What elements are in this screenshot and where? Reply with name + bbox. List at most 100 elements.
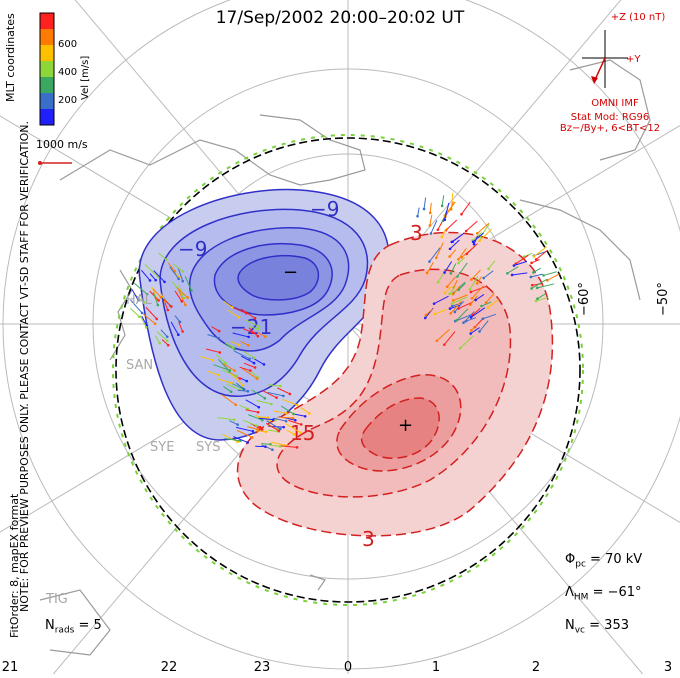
velocity-vector-origin <box>282 395 285 398</box>
velocity-vector-origin <box>456 275 459 278</box>
velocity-vector-origin <box>218 330 221 333</box>
imf-clock-dial <box>582 30 628 88</box>
velocity-vector-origin <box>296 446 299 449</box>
mlt-label-2: 2 <box>532 660 540 675</box>
velocity-vector-origin <box>243 388 246 391</box>
velocity-vector-origin <box>253 362 256 365</box>
velocity-vector-origin <box>258 325 261 328</box>
velocity-vector-origin <box>443 271 446 274</box>
velocity-vector-origin <box>532 271 535 274</box>
velocity-vector <box>547 274 559 280</box>
mlt-label-21: 21 <box>2 660 19 675</box>
velocity-vector-origin <box>459 347 462 350</box>
velocity-vector-origin <box>263 363 266 366</box>
velocity-vector-origin <box>271 448 274 451</box>
velocity-vector-origin <box>460 213 463 216</box>
velocity-vector <box>446 220 457 230</box>
velocity-vector-origin <box>264 335 267 338</box>
velocity-vector <box>430 215 432 226</box>
velocity-vector-origin <box>282 426 285 429</box>
velocity-vector-origin <box>449 312 452 315</box>
velocity-vector-origin <box>165 258 168 261</box>
velocity-vector-origin <box>253 357 256 360</box>
velocity-vector-origin <box>450 272 453 275</box>
velocity-vector-origin <box>437 228 440 231</box>
velocity-vector-origin <box>470 316 473 319</box>
imf-model: Stat Mod: RG96 <box>545 112 675 123</box>
velocity-vector <box>477 223 489 233</box>
velocity-vector-origin <box>430 232 433 235</box>
mlt-label-0: 0 <box>344 660 352 675</box>
velocity-vector-origin <box>535 300 538 303</box>
velocity-vector-origin <box>472 240 475 243</box>
velocity-vector-origin <box>485 301 488 304</box>
velocity-vector-origin <box>257 411 260 414</box>
velocity-vector-origin <box>466 253 469 256</box>
velocity-vector-origin <box>155 318 158 321</box>
velocity-vector-origin <box>450 241 453 244</box>
velocity-vector-origin <box>228 370 231 373</box>
velocity-vector-origin <box>465 230 468 233</box>
imf-condition: Bz−/By+, 6<BT<12 <box>545 123 675 134</box>
stat-phi-pc: Φpc = 70 kV <box>565 552 642 570</box>
velocity-vector-origin <box>296 404 299 407</box>
velocity-vector-origin <box>530 276 533 279</box>
velocity-vector-origin <box>251 436 254 439</box>
velocity-vector-origin <box>181 330 184 333</box>
velocity-vector-origin <box>533 255 536 258</box>
velocity-vector-origin <box>233 418 236 421</box>
velocity-vector-origin <box>426 272 429 275</box>
velocity-vector-origin <box>279 385 282 388</box>
velocity-vector-origin <box>423 208 426 211</box>
contour-label-neg-outer: −9 <box>310 197 339 221</box>
velocity-vector-origin <box>181 280 184 283</box>
velocity-vector <box>462 202 471 214</box>
velocity-vector-origin <box>471 297 474 300</box>
velocity-vector-origin <box>247 336 250 339</box>
velocity-vector-origin <box>448 293 451 296</box>
imf-source: OMNI IMF <box>560 98 670 109</box>
velocity-vector-origin <box>289 393 292 396</box>
velocity-vector-origin <box>535 258 538 261</box>
velocity-vector-origin <box>506 272 509 275</box>
velocity-vector-origin <box>429 224 432 227</box>
velocity-vector-origin <box>166 335 169 338</box>
velocity-vector-origin <box>435 256 438 259</box>
velocity-vector-origin <box>157 299 160 302</box>
velocity-vector-origin <box>242 384 245 387</box>
velocity-vector-origin <box>167 309 170 312</box>
velocity-vector-origin <box>452 299 455 302</box>
velocity-vector-origin <box>428 260 431 263</box>
velocity-vector-origin <box>476 282 479 285</box>
velocity-vector-origin <box>292 417 295 420</box>
velocity-vector-origin <box>238 344 241 347</box>
velocity-vector-origin <box>145 326 148 329</box>
velocity-vector-origin <box>261 428 264 431</box>
velocity-vector-origin <box>264 445 267 448</box>
colorbar: 600 400 200 <box>40 13 77 125</box>
velocity-vector-origin <box>239 377 242 380</box>
velocity-vector-origin <box>217 374 220 377</box>
velocity-vector-origin <box>256 377 259 380</box>
velocity-vector <box>130 308 139 316</box>
velocity-vector-origin <box>429 212 432 215</box>
velocity-vector-origin <box>190 289 193 292</box>
velocity-vector-origin <box>294 419 297 422</box>
velocity-vector-origin <box>462 321 465 324</box>
velocity-vector-origin <box>167 344 170 347</box>
contour-label-pos-top: 3 <box>410 221 423 245</box>
velocity-vector-origin <box>457 262 460 265</box>
station-label-sye: SYE <box>150 440 174 455</box>
potential-min-marker: − <box>283 262 298 283</box>
stat-n-rads: Nrads = 5 <box>45 618 102 636</box>
velocity-vector-origin <box>449 248 452 251</box>
velocity-vector-origin <box>272 418 275 421</box>
velocity-vector-origin <box>261 419 264 422</box>
velocity-vector-origin <box>474 299 477 302</box>
velocity-vector-origin <box>473 243 476 246</box>
velocity-vector-origin <box>469 288 472 291</box>
velocity-vector-origin <box>236 375 239 378</box>
velocity-vector-origin <box>249 369 252 372</box>
station-label-sys: SYS <box>196 440 220 455</box>
velocity-vector-origin <box>234 403 237 406</box>
